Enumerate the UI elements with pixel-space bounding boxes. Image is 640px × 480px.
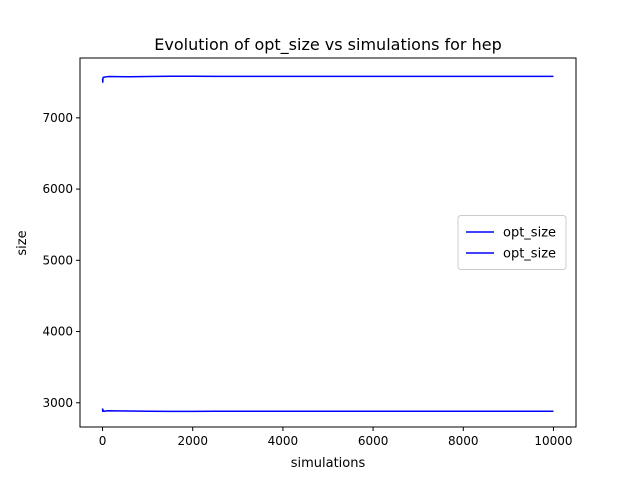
legend-label-1: opt_size xyxy=(503,226,556,241)
y-tick-label: 4000 xyxy=(42,325,73,339)
chart-title: Evolution of opt_size vs simulations for… xyxy=(154,35,501,55)
x-tick-label: 0 xyxy=(99,434,107,448)
legend: opt_size opt_size xyxy=(457,215,567,270)
y-axis-label: size xyxy=(15,230,30,255)
x-tick-label: 10000 xyxy=(534,434,572,448)
y-tick-label: 5000 xyxy=(42,253,73,267)
legend-box xyxy=(457,215,567,270)
plot-area: 0 2000 4000 6000 8000 10000 3000 4000 5000 6000 70… xyxy=(42,57,577,448)
x-tick-label: 2000 xyxy=(177,434,208,448)
series-line-1 xyxy=(101,75,554,83)
y-tick-label: 3000 xyxy=(42,396,73,410)
y-tick-label: 7000 xyxy=(42,111,73,125)
x-axis-label: simulations xyxy=(291,456,366,471)
x-tick-label: 8000 xyxy=(448,434,479,448)
axes-frame xyxy=(79,57,577,428)
x-tick-label: 4000 xyxy=(268,434,299,448)
legend-label-2: opt_size xyxy=(503,247,556,262)
series-line-2 xyxy=(101,408,554,413)
y-tick-label: 6000 xyxy=(42,182,73,196)
x-tick-label: 6000 xyxy=(358,434,389,448)
